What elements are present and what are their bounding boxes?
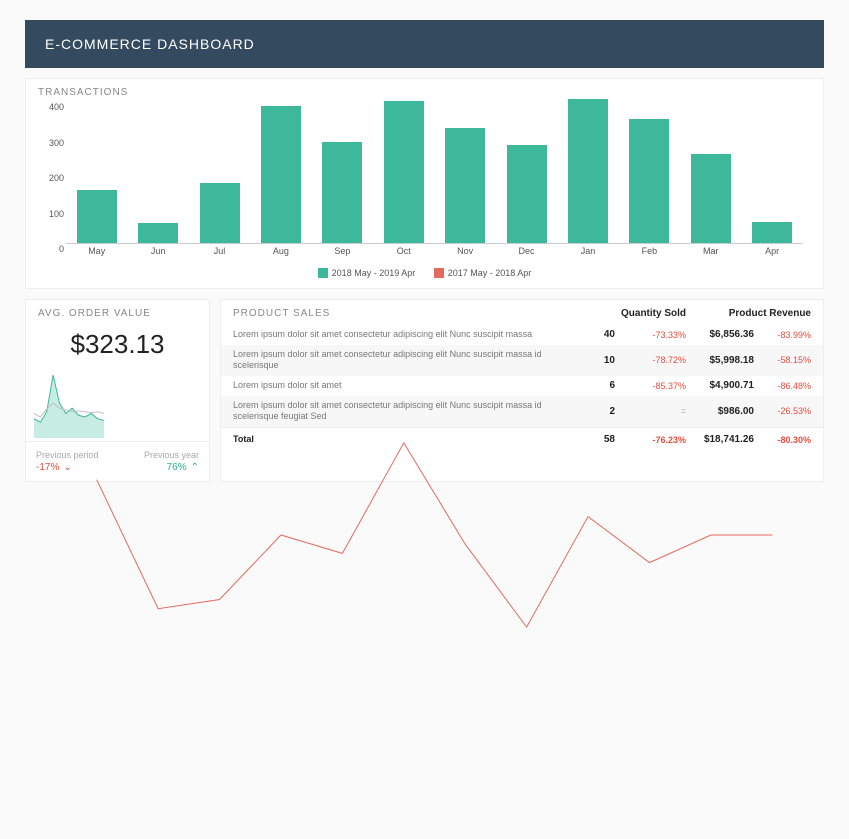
dashboard-title: E-COMMERCE DASHBOARD: [45, 36, 255, 52]
transactions-legend: 2018 May - 2019 Apr 2017 May - 2018 Apr: [26, 266, 823, 288]
transactions-bar: [507, 145, 547, 243]
aov-title: AVG. ORDER VALUE: [26, 300, 209, 323]
sales-product-name: Lorem ipsum dolor sit amet consectetur a…: [233, 400, 581, 423]
aov-prev-year: Previous year 76%⌃: [144, 450, 199, 473]
transactions-xaxis: May Jun Jul Aug Sep Oct Nov Dec Jan Feb Mar Apr: [66, 246, 803, 262]
aov-footer: Previous period -17%⌄ Previous year 76%⌃: [26, 441, 209, 481]
transactions-xtick: Nov: [445, 246, 485, 262]
transactions-xtick: May: [77, 246, 117, 262]
sales-qty-delta: -85.37%: [615, 381, 686, 391]
transactions-xtick: Jun: [138, 246, 178, 262]
aov-prev-period: Previous period -17%⌄: [36, 450, 99, 473]
transactions-xtick: Sep: [322, 246, 362, 262]
transactions-xtick: Jan: [568, 246, 608, 262]
transactions-xtick: Aug: [261, 246, 301, 262]
sales-card: PRODUCT SALES Quantity Sold Product Reve…: [220, 299, 824, 482]
transactions-xtick: Feb: [629, 246, 669, 262]
transactions-xtick: Apr: [752, 246, 792, 262]
transactions-bar: [384, 101, 424, 243]
sales-qty-delta: =: [615, 406, 686, 416]
sales-rev-delta: -58.15%: [754, 355, 811, 365]
transactions-bar: [629, 119, 669, 243]
aov-card: AVG. ORDER VALUE $323.13 Previous period…: [25, 299, 210, 482]
transactions-bar: [138, 223, 178, 243]
sales-col-rev: Product Revenue: [686, 308, 811, 319]
aov-prev-year-label: Previous year: [144, 450, 199, 460]
aov-prev-period-label: Previous period: [36, 450, 99, 460]
caret-down-icon: ⌄: [63, 462, 71, 473]
sales-total-rev: $18,741.26: [686, 434, 754, 445]
sales-rev: $986.00: [686, 406, 754, 417]
sales-row: Lorem ipsum dolor sit amet6-85.37%$4,900…: [221, 376, 823, 396]
legend-label-line: 2017 May - 2018 Apr: [448, 268, 532, 278]
sales-rev-delta: -83.99%: [754, 330, 811, 340]
transactions-chart: 0100200300400 MayJunJulAugSepOctNovDecJa…: [66, 102, 803, 262]
legend-label-bar: 2018 May - 2019 Apr: [332, 268, 416, 278]
sales-row: Lorem ipsum dolor sit amet consectetur a…: [221, 345, 823, 376]
transactions-card: TRANSACTIONS 0100200300400 May Jun Jul Aug S…: [25, 78, 824, 289]
sales-product-name: Lorem ipsum dolor sit amet: [233, 380, 581, 392]
sales-rev-delta: -86.48%: [754, 381, 811, 391]
sales-total-rev-delta: -80.30%: [754, 435, 811, 445]
caret-up-icon: ⌃: [191, 462, 199, 473]
transactions-bar: [445, 128, 485, 243]
aov-value: $323.13: [26, 323, 209, 368]
sales-rev: $4,900.71: [686, 380, 754, 391]
legend-swatch-line: [434, 268, 444, 278]
sales-row: Lorem ipsum dolor sit amet consectetur a…: [221, 396, 823, 427]
transactions-bar: [691, 154, 731, 243]
sales-total-label: Total: [233, 434, 581, 446]
sales-total-row: Total 58 -76.23% $18,741.26 -80.30%: [221, 427, 823, 450]
sales-rev: $5,998.18: [686, 355, 754, 366]
legend-item-line: 2017 May - 2018 Apr: [434, 268, 532, 278]
sales-title: PRODUCT SALES: [233, 308, 581, 319]
dashboard-header: E-COMMERCE DASHBOARD: [25, 20, 824, 68]
transactions-xtick: Oct: [384, 246, 424, 262]
transactions-plot: [66, 102, 803, 244]
sales-header: PRODUCT SALES Quantity Sold Product Reve…: [221, 300, 823, 325]
transactions-xtick: Jul: [200, 246, 240, 262]
transactions-bar: [200, 183, 240, 243]
transactions-xtick: Dec: [507, 246, 547, 262]
sales-qty: 6: [581, 380, 615, 391]
transactions-yaxis: 0100200300400: [36, 102, 64, 244]
transactions-bar: [322, 142, 362, 243]
sales-qty: 2: [581, 406, 615, 417]
sales-row: Lorem ipsum dolor sit amet consectetur a…: [221, 325, 823, 345]
sales-total-qty: 58: [581, 434, 615, 445]
sales-qty-delta: -73.33%: [615, 330, 686, 340]
sales-product-name: Lorem ipsum dolor sit amet consectetur a…: [233, 349, 581, 372]
transactions-bar: [77, 190, 117, 243]
sales-product-name: Lorem ipsum dolor sit amet consectetur a…: [233, 329, 581, 341]
sales-qty-delta: -78.72%: [615, 355, 686, 365]
transactions-bar: [261, 106, 301, 243]
sales-rev: $6,856.36: [686, 329, 754, 340]
aov-chart: [34, 368, 104, 438]
sales-qty: 40: [581, 329, 615, 340]
transactions-bar: [568, 99, 608, 243]
sales-rev-delta: -26.53%: [754, 406, 811, 416]
sales-qty: 10: [581, 355, 615, 366]
sales-col-qty: Quantity Sold: [581, 308, 686, 319]
sales-total-qty-delta: -76.23%: [615, 435, 686, 445]
transactions-title: TRANSACTIONS: [26, 79, 823, 102]
transactions-xtick: Mar: [691, 246, 731, 262]
transactions-bar: [752, 222, 792, 243]
legend-item-bar: 2018 May - 2019 Apr: [318, 268, 416, 278]
aov-prev-year-value: 76%⌃: [144, 462, 199, 473]
legend-swatch-bar: [318, 268, 328, 278]
aov-prev-period-value: -17%⌄: [36, 462, 99, 473]
